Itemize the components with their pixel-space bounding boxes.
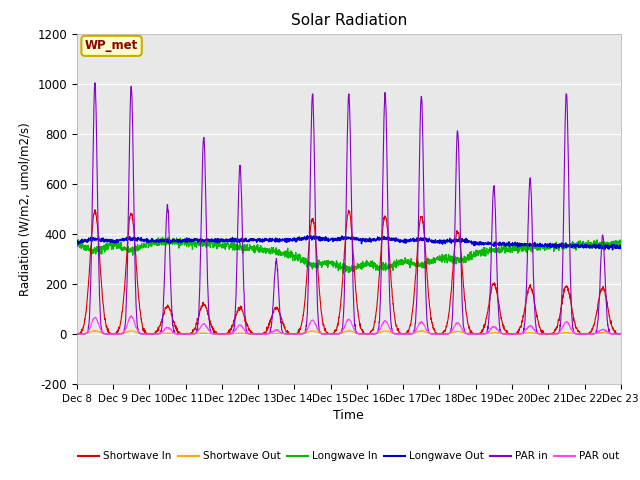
Legend: Shortwave In, Shortwave Out, Longwave In, Longwave Out, PAR in, PAR out: Shortwave In, Shortwave Out, Longwave In… xyxy=(74,447,623,465)
X-axis label: Time: Time xyxy=(333,409,364,422)
Y-axis label: Radiation (W/m2, umol/m2/s): Radiation (W/m2, umol/m2/s) xyxy=(19,122,32,296)
Title: Solar Radiation: Solar Radiation xyxy=(291,13,407,28)
Text: WP_met: WP_met xyxy=(85,39,138,52)
